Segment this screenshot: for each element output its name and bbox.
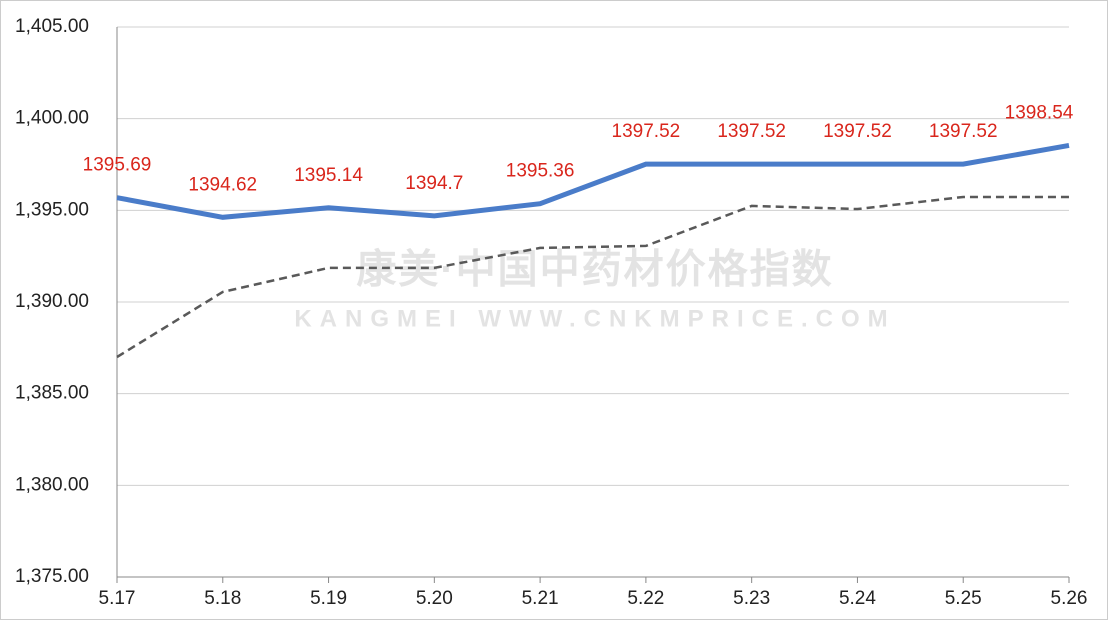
y-tick-label: 1,395.00 [15,199,89,220]
data-label: 1398.54 [1005,102,1074,123]
y-tick-label: 1,400.00 [15,108,89,129]
data-label: 1395.14 [294,165,363,186]
x-tick-label: 5.21 [522,588,559,609]
x-tick-label: 5.17 [99,588,136,609]
x-tick-label: 5.25 [945,588,982,609]
x-tick-label: 5.19 [310,588,347,609]
y-tick-label: 1,380.00 [15,474,89,495]
x-tick-label: 5.23 [733,588,770,609]
data-label: 1395.36 [506,161,575,182]
data-label: 1397.52 [823,121,892,142]
data-label: 1397.52 [612,121,681,142]
data-label: 1394.62 [188,174,257,195]
watermark: KANGMEI WWW.CNKMPRICE.COM [294,305,895,332]
x-tick-label: 5.22 [627,588,664,609]
line [116,142,1070,220]
y-tick-label: 1,375.00 [15,566,89,587]
x-tick-label: 5.24 [839,588,876,609]
data-label: 1394.7 [405,173,463,194]
x-tick-label: 5.26 [1051,588,1088,609]
data-label: 1395.69 [83,155,152,176]
y-tick-label: 1,385.00 [15,383,89,404]
data-label: 1397.52 [929,121,998,142]
line [116,195,1069,359]
y-tick-label: 1,390.00 [15,291,89,312]
x-tick-label: 5.18 [204,588,241,609]
x-tick-label: 5.20 [416,588,453,609]
data-label: 1397.52 [717,121,786,142]
watermark: 康美·中国中药材价格指数 [356,248,833,292]
y-tick-label: 1,405.00 [15,16,89,37]
